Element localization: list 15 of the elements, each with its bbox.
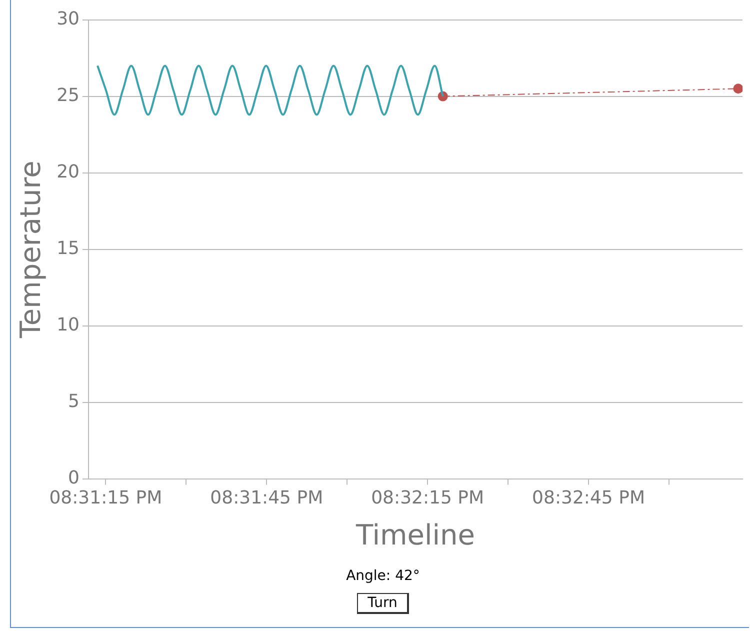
x-tick-label: 08:32:15 PM — [371, 487, 484, 508]
text: Angle: 42° — [345, 568, 421, 584]
y-tick-label: 20 — [56, 161, 80, 182]
x-axis-title: Timeline — [354, 518, 476, 552]
y-tick-label: 10 — [56, 314, 80, 336]
x-tick-label: 08:32:45 PM — [532, 487, 645, 508]
y-tick-label: 15 — [56, 238, 80, 259]
y-tick-label: 0 — [68, 467, 80, 488]
text: Turn — [356, 593, 410, 614]
y-tick-label: 5 — [68, 390, 80, 412]
y-tick-label: 30 — [56, 8, 80, 30]
y-tick-label: 25 — [56, 84, 80, 106]
x-tick-label: 08:31:15 PM — [49, 487, 162, 508]
x-tick-label: 08:31:45 PM — [210, 487, 324, 508]
y-axis-title: Temperature — [14, 160, 48, 339]
